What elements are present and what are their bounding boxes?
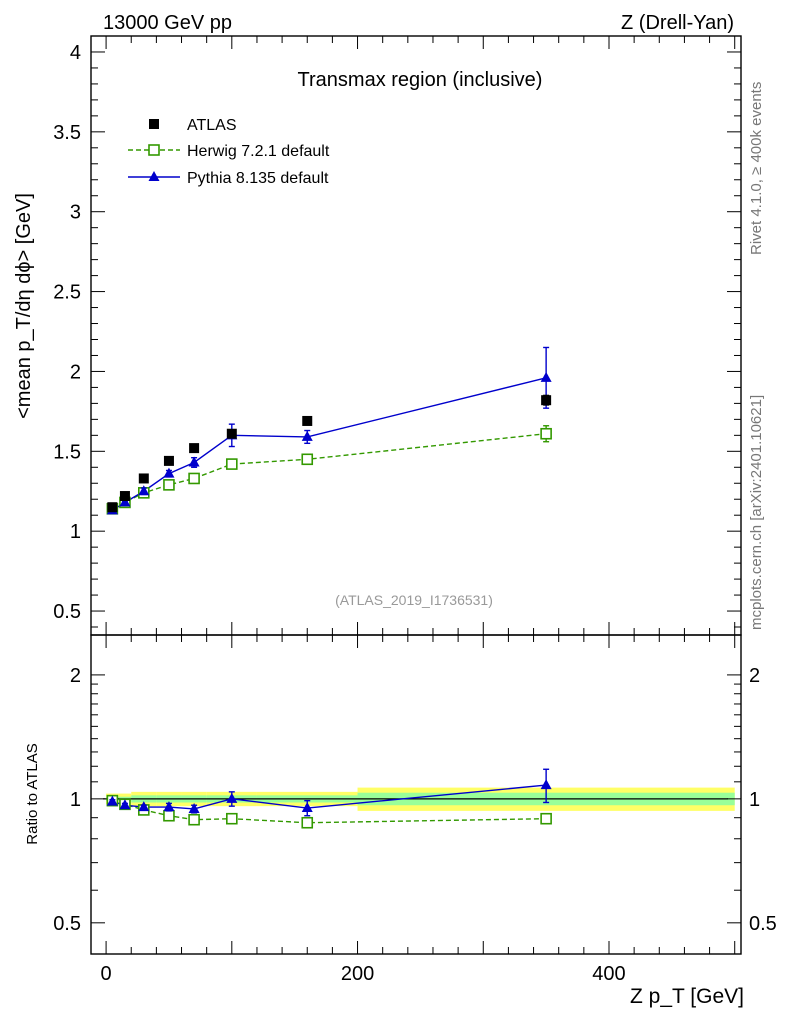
legend: ATLAS Herwig 7.2.1 default Pythia 8.135 de… (128, 117, 330, 187)
atlas-point (163, 455, 174, 466)
main-y-axis-title: <mean p_T/dη dϕ> [GeV] (13, 193, 35, 419)
atlas-point (189, 443, 200, 454)
herwig-point (188, 472, 200, 485)
legend-label: Herwig 7.2.1 default (187, 143, 330, 160)
herwig-point (301, 453, 314, 466)
x-tick-label: 200 (341, 963, 374, 985)
pythia-point (119, 496, 131, 507)
y-tick-label: 1 (70, 521, 81, 543)
pythia-ratio-point (188, 802, 200, 813)
herwig-ratio-point (540, 812, 552, 825)
herwig-ratio-point (163, 809, 175, 822)
y-tick-label: 4 (70, 42, 81, 64)
ratio-y-tick-label-right: 0.5 (749, 913, 777, 935)
herwig-line (112, 433, 547, 510)
main-panel: 0.5 1 1.5 2 2.5 3 3.5 4 Transmax region (inclus… (13, 35, 742, 636)
pythia-point (301, 430, 313, 441)
herwig-point (540, 427, 552, 440)
x-tick-label: 0 (101, 963, 112, 985)
pythia-point (188, 456, 200, 467)
y-tick-label: 2.5 (53, 282, 81, 304)
y-tick-label: 0.5 (53, 601, 81, 623)
pythia-point (540, 371, 552, 382)
ratio-y-tick-label-right: 1 (749, 789, 760, 811)
process-label: Z (Drell-Yan) (621, 12, 734, 34)
legend-label: Pythia 8.135 default (187, 170, 329, 187)
pythia-ratio-point (119, 799, 131, 810)
pythia-ratio-point (226, 792, 238, 803)
herwig-ratio-point (301, 816, 314, 829)
pythia-point (138, 485, 150, 496)
herwig-point (163, 479, 175, 491)
atlas-point (302, 415, 313, 426)
pythia-ratio-point (540, 779, 552, 790)
y-tick-label: 3.5 (53, 122, 81, 144)
ratio-y-tick-label-right: 2 (749, 665, 760, 687)
ratio-y-tick-label: 0.5 (53, 913, 81, 935)
chart-title: Transmax region (inclusive) (298, 69, 543, 91)
atlas-point (541, 395, 552, 406)
pythia-ratio-point (163, 801, 175, 812)
y-tick-label: 1.5 (53, 441, 81, 463)
ratio-frame (90, 634, 742, 955)
atlas-point (138, 473, 149, 484)
legend-pythia-marker (148, 171, 160, 181)
y-tick-label: 3 (70, 202, 81, 224)
ratio-panel: 0.5 0.5 1 1 2 2 0 200 400 Ratio to ATLAS Z p_T … (24, 634, 777, 1008)
herwig-ratio-point (226, 812, 238, 825)
y-tick-label: 2 (70, 361, 81, 383)
x-tick-label: 400 (592, 963, 625, 985)
atlas-point (107, 502, 118, 513)
energy-label: 13000 GeV pp (103, 12, 232, 34)
mcplots-label: mcplots.cern.ch [arXiv:2401.10621] (748, 395, 765, 630)
legend-label: ATLAS (187, 117, 237, 134)
atlas-point (119, 491, 130, 502)
ratio-y-axis-title: Ratio to ATLAS (24, 743, 41, 844)
x-axis-title: Z p_T [GeV] (630, 985, 744, 1008)
pythia-ratio-point (106, 795, 118, 806)
rivet-label: Rivet 4.1.0, ≥ 400k events (748, 82, 765, 255)
y-axis-title-text: <mean p_T/dη dϕ> [GeV] (13, 193, 35, 419)
atlas-point (226, 428, 237, 439)
pythia-ratio-point (301, 802, 313, 813)
pythia-ratio-point (138, 801, 150, 812)
herwig-point (226, 458, 238, 470)
herwig-ratio-point (188, 813, 200, 826)
atlas-point (149, 119, 159, 129)
ratio-y-tick-label: 1 (70, 789, 81, 811)
legend-herwig-marker (148, 144, 160, 156)
pythia-point (163, 467, 175, 478)
pythia-line (111, 377, 547, 511)
ratio-y-tick-label: 2 (70, 665, 81, 687)
watermark: (ATLAS_2019_I1736531) (335, 592, 493, 608)
